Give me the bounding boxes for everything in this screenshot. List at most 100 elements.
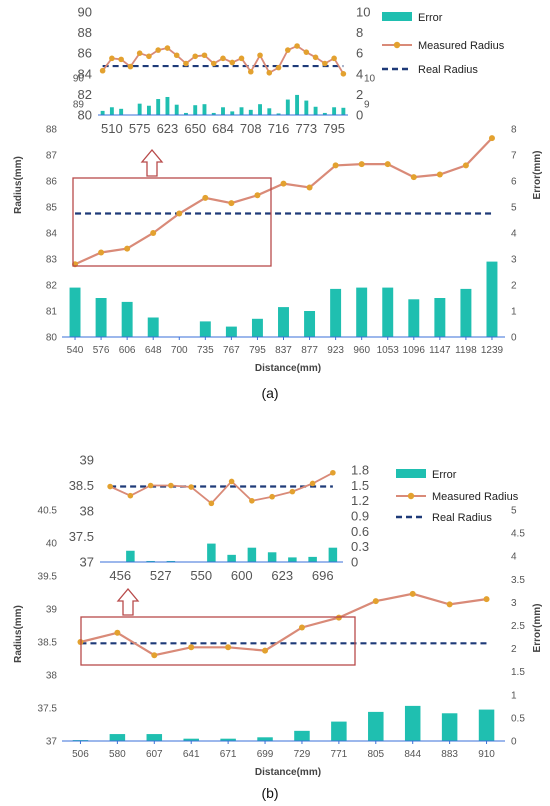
inset-measured-radius-point bbox=[118, 56, 124, 63]
inset-measured-radius-point bbox=[285, 47, 291, 53]
error-bar bbox=[404, 705, 421, 741]
inset-measured-radius-point bbox=[340, 71, 347, 77]
axis-title-left-b: Radius(mm) bbox=[13, 605, 24, 663]
inset-measured-radius-point bbox=[331, 55, 337, 62]
inset-left-tick-label: 84 bbox=[78, 66, 92, 81]
x-tick-label: 923 bbox=[327, 345, 344, 356]
error-bar bbox=[460, 288, 472, 337]
inset-right-tick-label: 6 bbox=[356, 46, 363, 61]
inset-left-tick-label: 82 bbox=[78, 87, 92, 102]
inset-measured-radius-point bbox=[99, 67, 106, 74]
x-tick-label: 883 bbox=[441, 749, 458, 760]
x-tick-label: 540 bbox=[67, 345, 84, 356]
inset-error-bar bbox=[146, 105, 151, 115]
inset-measured-radius-point bbox=[146, 53, 152, 60]
inset-x-tick-label: 575 bbox=[129, 121, 151, 136]
measured-radius-point bbox=[254, 192, 261, 199]
left-tick-label: 38.5 bbox=[38, 638, 58, 649]
legend-error-label: Error bbox=[432, 469, 457, 481]
error-bar bbox=[368, 711, 384, 741]
measured-radius-point bbox=[202, 194, 209, 201]
inset-right-tick-label: 2 bbox=[356, 87, 363, 102]
right-tick-label: 6 bbox=[511, 177, 517, 188]
x-tick-label: 805 bbox=[367, 749, 384, 760]
right-tick-label: 3.5 bbox=[511, 575, 525, 586]
error-bar bbox=[278, 307, 289, 337]
left-tick-label: 39 bbox=[46, 605, 58, 616]
inset-error-bar bbox=[202, 104, 207, 115]
error-bar bbox=[356, 287, 368, 337]
zoom-arrow-b bbox=[116, 587, 140, 616]
inset-left-tick-label: 90 bbox=[78, 5, 92, 20]
inset-error-bar bbox=[258, 104, 262, 115]
inset-measured-radius-point bbox=[249, 498, 255, 504]
x-tick-label: 1053 bbox=[377, 345, 400, 356]
measured-radius-point bbox=[225, 644, 232, 651]
zoom-box-a bbox=[72, 177, 272, 267]
inset-error-bar bbox=[304, 100, 309, 115]
inset-measured-radius-point bbox=[238, 55, 245, 62]
measured-radius-point bbox=[114, 629, 121, 636]
error-bar bbox=[251, 318, 263, 337]
inset-left-tick-label: 39 bbox=[80, 453, 94, 468]
right-tick-label: 3 bbox=[511, 598, 517, 609]
left-tick-label: 87 bbox=[46, 151, 58, 162]
inset-measured-radius-point bbox=[257, 52, 263, 59]
inset-x-tick-label: 456 bbox=[109, 568, 131, 583]
inset-x-tick-label: 527 bbox=[150, 568, 172, 583]
axis-title-x-a: Distance(mm) bbox=[255, 363, 321, 374]
inset-error-bar bbox=[341, 107, 346, 115]
inset-measured-radius-point bbox=[188, 484, 194, 490]
measured-radius-point bbox=[483, 596, 490, 603]
inset-x-tick-label: 550 bbox=[190, 568, 212, 583]
right-tick-label: 1 bbox=[511, 307, 517, 318]
inset-measured-radius-point bbox=[127, 492, 134, 499]
inset-measured-radius-point bbox=[201, 52, 208, 59]
error-bar bbox=[294, 730, 310, 741]
inset-measured-radius-point bbox=[309, 480, 316, 487]
measured-radius-point bbox=[280, 180, 287, 187]
inset-right-tick-label: 4 bbox=[356, 66, 363, 81]
inset-error-bar bbox=[174, 104, 179, 115]
inset-error-bar bbox=[146, 560, 155, 562]
inset-error-bar bbox=[109, 107, 114, 115]
error-bar bbox=[183, 738, 199, 741]
legend-measured-label: Measured Radius bbox=[418, 40, 505, 52]
x-tick-label: 1147 bbox=[429, 345, 451, 356]
error-bar bbox=[304, 311, 316, 337]
inset-error-bar bbox=[230, 111, 235, 115]
zoom-box-b bbox=[80, 616, 356, 666]
inset-error-bar bbox=[119, 108, 124, 115]
right-tick-label: 0.5 bbox=[511, 713, 525, 724]
left-tick-label: 39.5 bbox=[38, 572, 58, 583]
inset-measured-radius-point bbox=[312, 54, 319, 61]
inset-chart-b: 37 37.5 38 38.5 39 00.30.60.91.21.51.8 456 527 5… bbox=[69, 453, 369, 584]
left-tick-label: 81 bbox=[46, 307, 58, 318]
inset-measured-radius-point bbox=[322, 60, 328, 67]
right-tick-label: 0 bbox=[511, 333, 517, 344]
inset-measured-radius-point bbox=[208, 500, 215, 507]
measured-radius-point bbox=[306, 184, 313, 191]
right-tick-label: 2 bbox=[511, 644, 517, 655]
inset-right-tick-label: 0 bbox=[356, 108, 363, 123]
left-tick-label: 82 bbox=[46, 281, 58, 292]
x-tick-label: 641 bbox=[183, 749, 200, 760]
error-bar bbox=[257, 737, 273, 741]
inset-measured-radius-point bbox=[289, 488, 296, 495]
inset-left-tick-label: 80 bbox=[78, 108, 92, 123]
inset-measured-radius-point bbox=[210, 60, 217, 67]
x-tick-label: 795 bbox=[249, 345, 266, 356]
inset-error-bar bbox=[239, 107, 244, 115]
inset-error-bar bbox=[137, 103, 142, 115]
panel-caption-a: (a) bbox=[261, 385, 278, 401]
x-tick-label: 506 bbox=[72, 749, 89, 760]
inset-error-bar bbox=[156, 99, 161, 115]
left-tick-label: 40 bbox=[46, 539, 58, 550]
axis-title-left-a: Radius(mm) bbox=[13, 156, 24, 214]
error-bar bbox=[95, 298, 107, 337]
legend-real-label: Real Radius bbox=[418, 64, 478, 76]
axis-title-right-b: Error(mm) bbox=[532, 604, 543, 653]
measured-radius-point bbox=[372, 598, 379, 605]
inset-x-tick-label: 795 bbox=[323, 121, 345, 136]
